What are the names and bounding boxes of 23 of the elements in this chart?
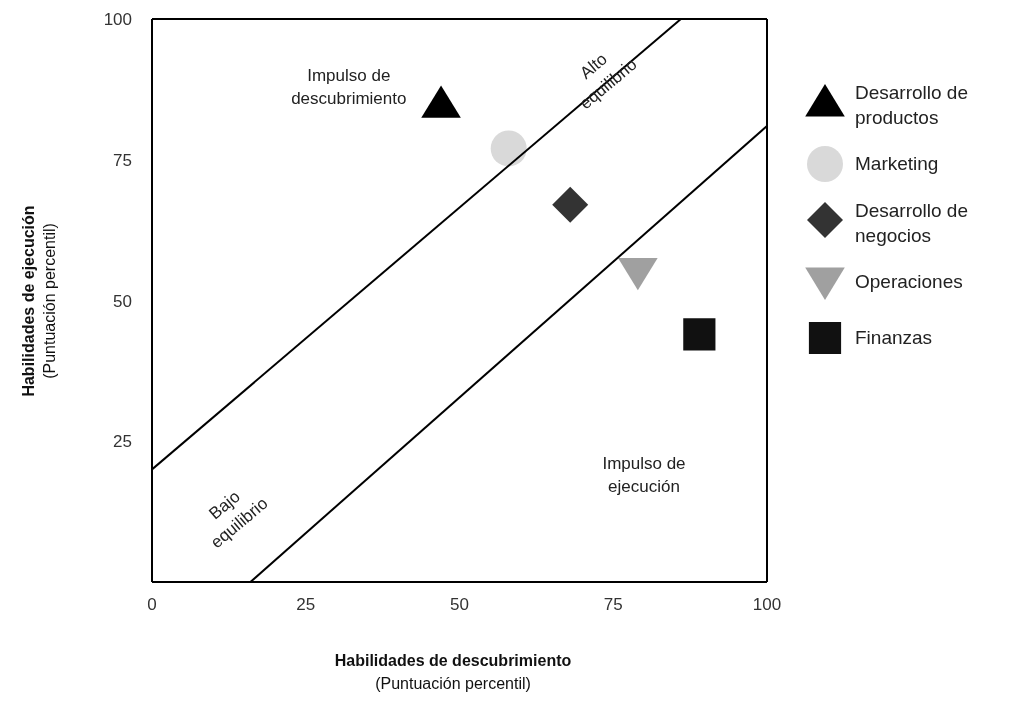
y-tick-label: 75 [113, 150, 132, 170]
point [421, 85, 461, 118]
point [618, 257, 658, 291]
annotation: Impulso de descubrimiento [291, 64, 407, 110]
annotation: Impulso de ejecución [602, 453, 686, 498]
legend-label: Desarrollo de negocios [855, 199, 968, 248]
y-tick-label: 100 [103, 10, 132, 30]
legend-label: Operaciones [855, 270, 963, 294]
point [552, 186, 589, 223]
y-axis-title: Habilidades de ejecución (Puntuación percentil) [19, 204, 59, 397]
legend-label: Desarrollo de productos [855, 81, 968, 130]
point [683, 318, 716, 351]
legend-label: Marketing [855, 152, 939, 176]
x-tick-label: 50 [450, 595, 469, 615]
legend-label: Finanzas [855, 326, 933, 350]
point [490, 130, 527, 167]
y-tick-label: 25 [113, 432, 132, 452]
x-tick-label: 25 [296, 595, 316, 615]
x-tick-label: 0 [147, 595, 157, 615]
y-tick-label: 50 [113, 291, 132, 311]
x-axis-title: Habilidades de descubrimiento (Puntuación percentil) [333, 651, 573, 694]
x-tick-label: 100 [752, 595, 782, 615]
x-tick-label: 75 [603, 595, 623, 615]
